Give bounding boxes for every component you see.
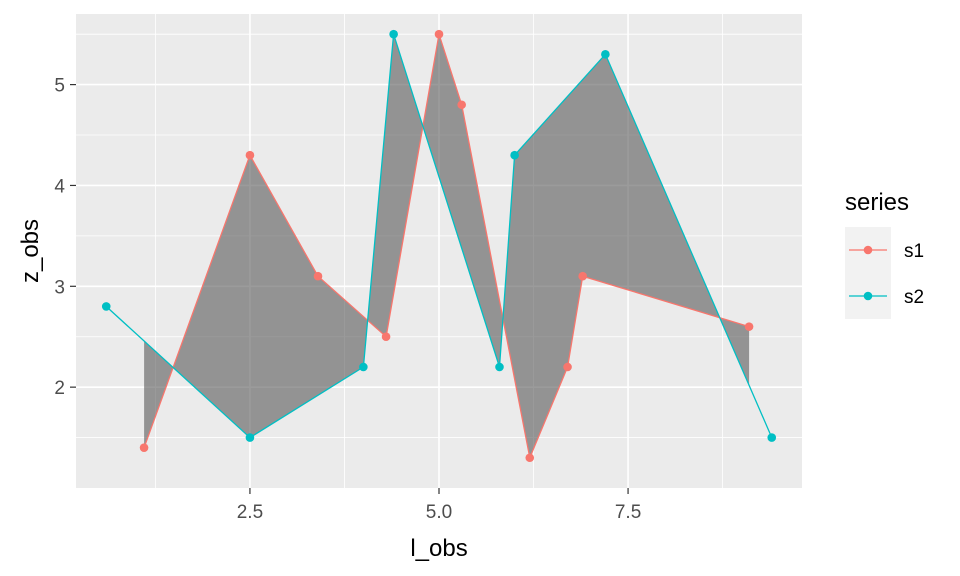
series-s2-point bbox=[601, 50, 610, 59]
legend-key-point-s1 bbox=[863, 245, 873, 255]
y-axis-title: z_obs bbox=[17, 219, 44, 283]
series-s1-point bbox=[139, 443, 149, 452]
x-axis-title: l_obs bbox=[410, 535, 467, 562]
series-s1-point bbox=[313, 271, 323, 281]
y-tick-label: 5 bbox=[54, 76, 65, 97]
series-s2-point bbox=[389, 29, 398, 39]
y-tick-label: 2 bbox=[54, 378, 65, 399]
legend-title: series bbox=[845, 189, 909, 216]
series-s2-point bbox=[359, 362, 368, 372]
series-s2-point bbox=[510, 150, 519, 160]
y-tick-label: 3 bbox=[54, 277, 65, 298]
series-s1-line bbox=[143, 34, 750, 460]
series-s2-point bbox=[245, 433, 255, 442]
series-s1-point bbox=[434, 29, 444, 39]
series-s1-point bbox=[563, 362, 572, 372]
series-s2-point bbox=[495, 362, 504, 372]
series-s1-point bbox=[578, 271, 587, 281]
y-tick-label: 4 bbox=[54, 176, 65, 197]
series-s2-point bbox=[101, 302, 111, 311]
ribbon-area bbox=[144, 34, 750, 458]
legend-key-background bbox=[845, 227, 891, 319]
series-s1-point bbox=[525, 453, 535, 463]
series-s2-line bbox=[105, 34, 773, 439]
axis-layer: 2.5 5.0 7.5 2 3 4 5 bbox=[54, 76, 641, 523]
x-tick-label: 2.5 bbox=[237, 502, 263, 523]
ribbon-layer bbox=[144, 34, 750, 458]
series-s2-point bbox=[767, 433, 777, 442]
series-s1-point bbox=[245, 150, 255, 160]
x-tick-label: 7.5 bbox=[615, 502, 641, 523]
series-s1-point bbox=[457, 100, 466, 110]
x-tick-label: 5.0 bbox=[426, 502, 452, 523]
legend-label-s1: s1 bbox=[904, 241, 924, 262]
series-s1-point bbox=[381, 332, 391, 342]
series-s1-point bbox=[744, 322, 754, 331]
legend-key-point-s2 bbox=[863, 291, 873, 301]
legend: series s1 s2 bbox=[845, 189, 924, 319]
legend-label-s2: s2 bbox=[904, 287, 924, 308]
series-layer bbox=[101, 29, 777, 463]
